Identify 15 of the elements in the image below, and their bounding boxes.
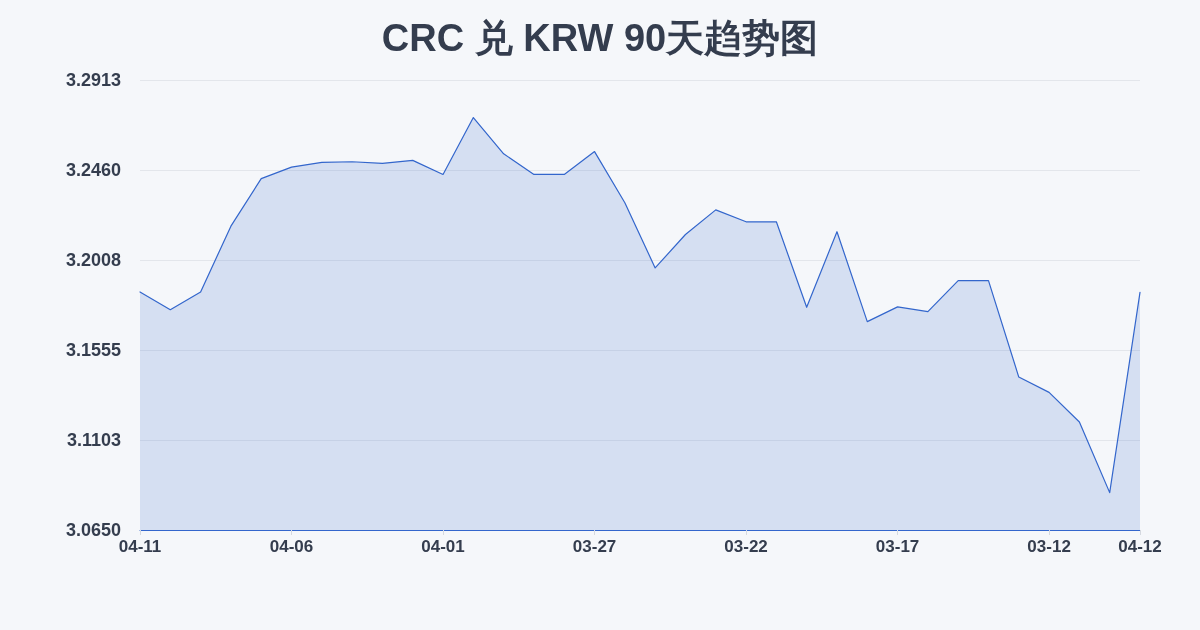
x-tick-label: 03-17 (875, 537, 920, 556)
x-tick-label: 04-11 (118, 537, 162, 556)
x-tick-label: 04-06 (269, 537, 314, 556)
x-tick-label: 03-22 (724, 537, 768, 556)
x-tick-label: 03-12 (1027, 537, 1071, 556)
x-tick-label: 04-12 (1118, 537, 1162, 556)
x-tick-label: 04-01 (421, 537, 465, 556)
y-tick-label: 3.2008 (65, 249, 121, 270)
y-tick-label: 3.2913 (65, 70, 121, 90)
chart-title: CRC 兑 KRW 90天趋势图 (381, 17, 819, 59)
y-tick-label: 3.0650 (65, 520, 121, 540)
y-tick-label: 3.1555 (65, 340, 121, 361)
y-tick-label: 3.1103 (66, 429, 121, 450)
x-tick-label: 03-27 (572, 537, 617, 556)
y-tick-label: 3.2460 (65, 160, 121, 181)
